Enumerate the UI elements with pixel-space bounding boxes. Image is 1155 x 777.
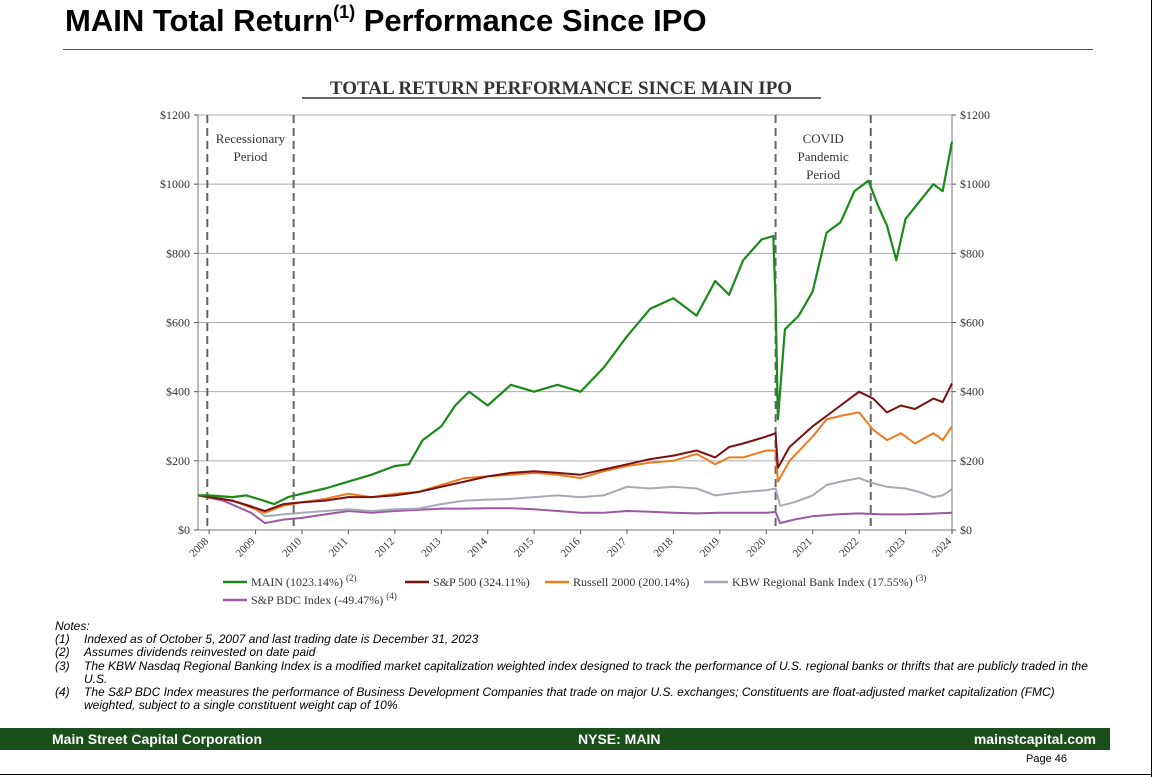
note-text: The S&P BDC Index measures the performan…: [84, 685, 1055, 713]
x-tick-label: 2018: [652, 535, 676, 559]
x-tick-label: 2011: [327, 536, 351, 560]
x-tick-label: 2019: [698, 535, 722, 559]
series-line-1: [197, 382, 953, 512]
y-tick-label-right: $1000: [960, 177, 990, 191]
page-title-main: MAIN Total Return: [65, 3, 334, 38]
covid-period-label: COVID Pandemic Period: [798, 131, 849, 182]
notes-heading: Notes:: [55, 619, 90, 633]
note-item: (1) Indexed as of October 5, 2007 and las…: [55, 633, 1105, 646]
series-line-0: [198, 141, 954, 506]
footer-ticker: NYSE: MAIN: [578, 731, 661, 747]
y-tick-label: $600: [166, 316, 190, 330]
x-tick-label: 2010: [280, 535, 304, 559]
y-tick-label: $800: [166, 246, 190, 260]
page-title-superscript: (1): [333, 2, 356, 22]
y-tick-label: $0: [178, 523, 190, 537]
note-item: (4) The S&P BDC Index measures the perfor…: [55, 685, 1105, 713]
chart: TOTAL RETURN PERFORMANCE SINCE MAIN IPO $…: [160, 78, 990, 607]
note-text: The KBW Nasdaq Regional Banking Index is…: [84, 658, 1088, 686]
page-title-rest: Performance Since IPO: [355, 3, 707, 38]
series-line-2: [197, 411, 953, 514]
y-tick-label: $1200: [160, 108, 190, 122]
footer-bar: Main Street Capital Corporation NYSE: MA…: [0, 728, 1110, 750]
page-number: Page 46: [1026, 753, 1067, 765]
y-tick-label-right: $600: [960, 316, 984, 330]
legend-entry: MAIN (1023.14%) (2): [251, 573, 357, 589]
note-number: (1): [55, 632, 70, 647]
series-line-4: [197, 494, 953, 525]
chart-title: TOTAL RETURN PERFORMANCE SINCE MAIN IPO: [330, 78, 792, 99]
x-tick-label: 2012: [373, 536, 397, 560]
x-tick-label: 2015: [512, 535, 536, 559]
x-tick-label: 2009: [234, 535, 258, 559]
frame-right: [1151, 0, 1152, 777]
y-tick-label-right: $800: [960, 246, 984, 260]
x-tick-label: 2021: [791, 536, 815, 560]
x-tick-label: 2017: [605, 535, 629, 559]
y-tick-label: $400: [166, 385, 190, 399]
x-tick-label: 2016: [559, 535, 583, 559]
y-tick-label-right: $200: [960, 454, 984, 468]
series-line-3: [197, 477, 953, 518]
note-item: (3) The KBW Nasdaq Regional Banking Index…: [55, 658, 1105, 686]
legend-entry: S&P BDC Index (-49.47%) (4): [251, 591, 397, 607]
frame-bottom: [0, 774, 1152, 775]
x-tick-label: 2023: [884, 535, 908, 559]
y-tick-label-right: $1200: [960, 108, 990, 122]
legend-entry: Russell 2000 (200.14%): [573, 575, 689, 589]
x-tick-label: 2013: [419, 535, 443, 559]
note-number: (2): [55, 645, 70, 660]
y-tick-label-right: $0: [960, 523, 972, 537]
page-title: MAIN Total Return(1) Performance Since I…: [65, 2, 707, 39]
note-number: (3): [55, 658, 70, 673]
footer-website[interactable]: mainstcapital.com: [973, 731, 1096, 747]
y-tick-label: $1000: [160, 177, 190, 191]
recession-period-label: Recessionary Period: [216, 131, 286, 164]
x-tick-label: 2020: [744, 535, 768, 559]
x-tick-label: 2022: [837, 536, 861, 560]
y-tick-label-right: $400: [960, 385, 984, 399]
title-rule: [63, 49, 1093, 50]
legend-entry: KBW Regional Bank Index (17.55%) (3): [732, 573, 926, 589]
note-text: Indexed as of October 5, 2007 and last t…: [84, 632, 479, 647]
footer-company: Main Street Capital Corporation: [52, 731, 263, 747]
x-tick-label: 2014: [466, 535, 490, 559]
notes: Notes: (1) Indexed as of October 5, 2007 …: [55, 619, 1105, 713]
note-text: Assumes dividends reinvested on date pai…: [84, 645, 316, 660]
note-number: (4): [55, 685, 70, 700]
x-tick-label: 2024: [930, 535, 954, 559]
note-item: (2) Assumes dividends reinvested on date …: [55, 646, 1105, 659]
legend-entry: S&P 500 (324.11%): [433, 575, 530, 589]
y-tick-label: $200: [166, 454, 190, 468]
x-tick-label: 2008: [187, 535, 211, 559]
